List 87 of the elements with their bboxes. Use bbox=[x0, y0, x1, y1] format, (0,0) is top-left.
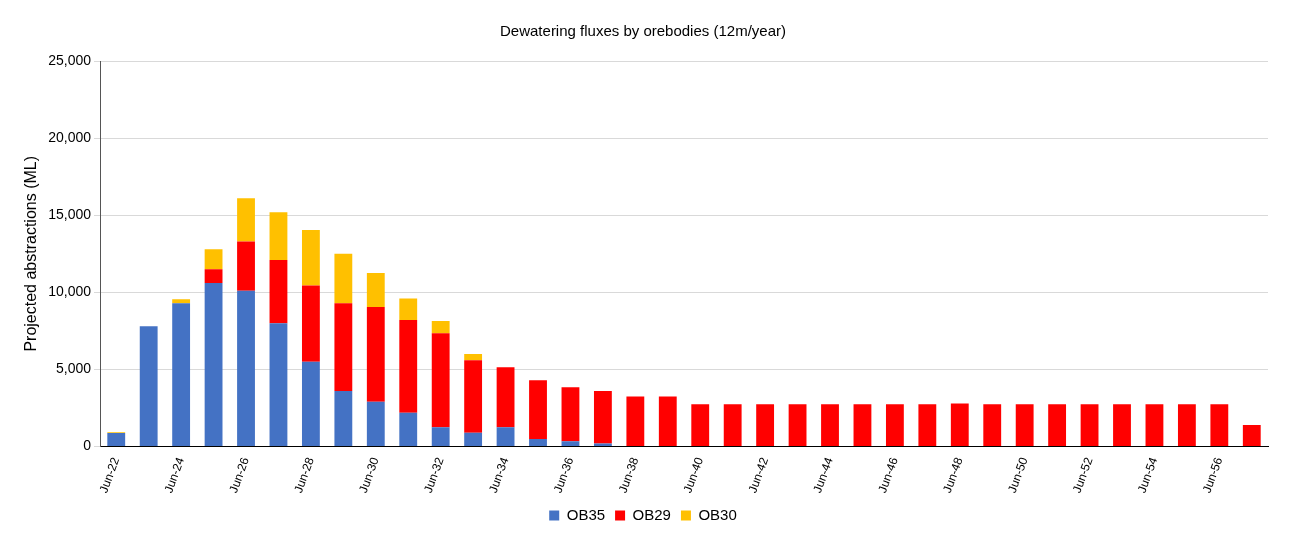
bar bbox=[691, 404, 710, 447]
bar bbox=[399, 298, 418, 321]
bar bbox=[301, 285, 320, 362]
y-tick-label: 20,000 bbox=[48, 128, 92, 145]
legend-label: OB30 bbox=[698, 505, 737, 523]
bar bbox=[1145, 404, 1164, 447]
bar bbox=[334, 303, 353, 392]
x-tick-label: Jun-26 bbox=[226, 455, 253, 495]
y-tick-label: 0 bbox=[83, 437, 92, 454]
bar bbox=[464, 432, 483, 447]
x-tick-label: Jun-28 bbox=[291, 455, 317, 495]
bar bbox=[983, 404, 1002, 447]
chart-title: Dewatering fluxes by orebodies (12m/year) bbox=[500, 22, 786, 40]
x-tick-label: Jun-54 bbox=[1134, 455, 1161, 495]
bar bbox=[431, 320, 450, 334]
x-tick-label: Jun-44 bbox=[810, 455, 837, 495]
bar bbox=[301, 361, 320, 447]
bar bbox=[107, 433, 126, 447]
bar bbox=[366, 273, 385, 308]
bar bbox=[269, 323, 288, 447]
bar bbox=[334, 391, 353, 447]
bar bbox=[658, 396, 677, 447]
bar bbox=[139, 326, 158, 447]
bar bbox=[172, 303, 191, 447]
x-tick-label: Jun-40 bbox=[680, 455, 707, 495]
bar bbox=[496, 367, 515, 428]
x-tick-label: Jun-48 bbox=[940, 455, 966, 495]
bar bbox=[366, 307, 385, 402]
bar bbox=[269, 212, 288, 260]
x-tick-label: Jun-32 bbox=[420, 455, 447, 495]
bar bbox=[496, 427, 515, 447]
bar bbox=[788, 404, 807, 447]
legend-label: OB35 bbox=[566, 505, 606, 523]
bar bbox=[1015, 404, 1034, 447]
x-tick-label: Jun-22 bbox=[96, 455, 123, 495]
bar bbox=[431, 333, 450, 428]
bar bbox=[204, 249, 223, 270]
bar bbox=[1210, 404, 1229, 447]
y-tick-label: 25,000 bbox=[48, 51, 92, 68]
bar bbox=[1177, 404, 1196, 447]
x-tick-label: Jun-42 bbox=[745, 455, 772, 495]
bar bbox=[593, 391, 612, 444]
x-tick-label: Jun-36 bbox=[550, 455, 577, 495]
bar bbox=[529, 438, 547, 447]
bar bbox=[723, 404, 742, 447]
bar bbox=[399, 412, 418, 447]
bar bbox=[464, 354, 483, 361]
bar bbox=[918, 404, 937, 447]
x-tick-label: Jun-24 bbox=[161, 455, 188, 495]
x-tick-label: Jun-50 bbox=[1004, 455, 1031, 495]
y-tick-label: 10,000 bbox=[48, 283, 92, 300]
bar bbox=[237, 290, 255, 447]
bar bbox=[204, 283, 223, 447]
bar bbox=[334, 253, 353, 304]
bar bbox=[561, 387, 580, 442]
y-tick-label: 15,000 bbox=[48, 206, 92, 223]
bar bbox=[1048, 404, 1067, 447]
bar bbox=[1242, 425, 1261, 447]
bar bbox=[172, 299, 191, 304]
bar bbox=[399, 320, 418, 413]
x-tick-label: Jun-56 bbox=[1199, 455, 1226, 495]
bar bbox=[1113, 404, 1131, 447]
y-tick-label: 5,000 bbox=[55, 360, 92, 377]
bar bbox=[853, 404, 872, 447]
x-tick-label: Jun-46 bbox=[875, 455, 901, 495]
bar bbox=[237, 198, 255, 242]
legend-label: OB29 bbox=[632, 505, 671, 523]
bar bbox=[269, 259, 288, 324]
x-tick-label: Jun-34 bbox=[485, 455, 512, 495]
bar bbox=[1080, 404, 1099, 447]
x-tick-label: Jun-30 bbox=[356, 455, 382, 495]
x-tick-label: Jun-38 bbox=[615, 455, 642, 495]
bar bbox=[756, 404, 775, 447]
bar bbox=[529, 380, 547, 439]
bar bbox=[885, 404, 904, 447]
bar bbox=[626, 396, 645, 447]
bar bbox=[366, 401, 385, 447]
bar bbox=[464, 360, 483, 433]
bar bbox=[950, 403, 969, 447]
y-axis-title: Projected abstractions (ML) bbox=[22, 155, 40, 352]
bar bbox=[561, 441, 580, 447]
bar bbox=[237, 241, 255, 291]
x-tick-label: Jun-52 bbox=[1069, 455, 1096, 495]
bar bbox=[431, 427, 450, 447]
bar bbox=[301, 229, 320, 286]
bar bbox=[821, 404, 839, 447]
bar bbox=[204, 269, 223, 284]
